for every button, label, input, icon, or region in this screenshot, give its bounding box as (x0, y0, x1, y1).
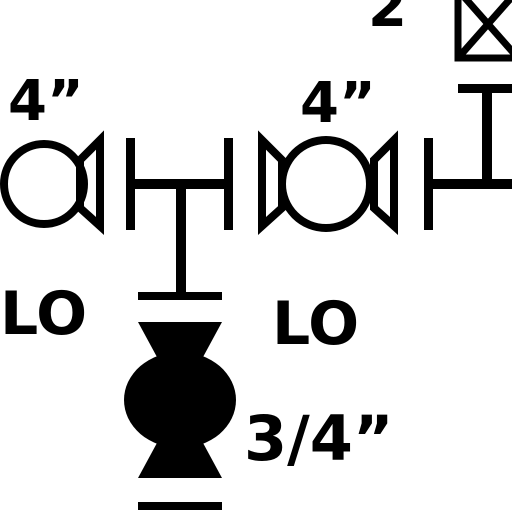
pipe-flange-left (126, 138, 233, 230)
size-label-left: 4” (8, 69, 84, 134)
lo-label-center: LO (272, 289, 359, 359)
butterfly-valve-left-icon (0, 130, 104, 235)
top-number-label: 2 (368, 0, 407, 40)
lo-label-left: LO (0, 279, 87, 349)
size-label-center: 4” (300, 71, 376, 136)
tee-pipe (135, 179, 224, 294)
pipe-flange-right (424, 84, 512, 230)
butterfly-valve-center-icon (258, 130, 398, 235)
ball-valve-bottom-icon (124, 292, 236, 510)
gate-valve-top-icon (454, 0, 512, 62)
size-label-small: 3/4” (244, 402, 394, 475)
